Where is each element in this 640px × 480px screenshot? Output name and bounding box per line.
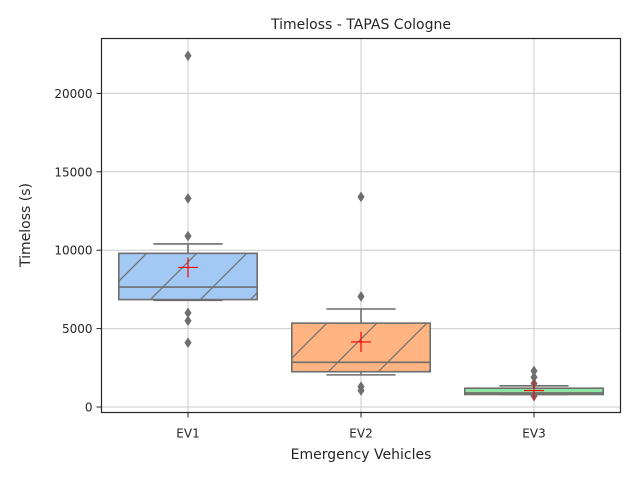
ticks: 0 5000 10000 15000 20000 EV1 EV2 EV3 xyxy=(54,87,545,441)
plot-frame xyxy=(100,37,622,414)
box-ev1 xyxy=(118,50,258,349)
chart-title: Timeloss - TAPAS Cologne xyxy=(270,17,451,33)
box-outline xyxy=(290,322,431,373)
outlier-point xyxy=(184,337,192,349)
x-tick-label: EV2 xyxy=(349,427,372,441)
y-axis-label: Timeloss (s) xyxy=(18,183,34,268)
outlier-point xyxy=(184,50,192,62)
outlier-point xyxy=(357,385,365,396)
x-tick-label: EV3 xyxy=(522,427,545,441)
y-tick-label: 15000 xyxy=(54,165,92,179)
outlier-point xyxy=(184,230,192,242)
outlier-point xyxy=(184,192,192,204)
x-axis-label: Emergency Vehicles xyxy=(291,447,432,463)
box-outline xyxy=(118,252,258,301)
y-tick-label: 5000 xyxy=(62,322,93,336)
box-ev3 xyxy=(463,365,604,402)
x-tick-label: EV1 xyxy=(176,427,199,441)
outlier-point xyxy=(357,191,365,203)
y-tick-label: 10000 xyxy=(54,244,92,258)
box-ev2 xyxy=(290,191,431,396)
y-tick-label: 20000 xyxy=(54,87,92,101)
y-tick-label: 0 xyxy=(85,401,93,415)
outlier-point xyxy=(357,291,365,302)
outlier-point xyxy=(184,315,192,327)
boxes xyxy=(118,50,604,402)
